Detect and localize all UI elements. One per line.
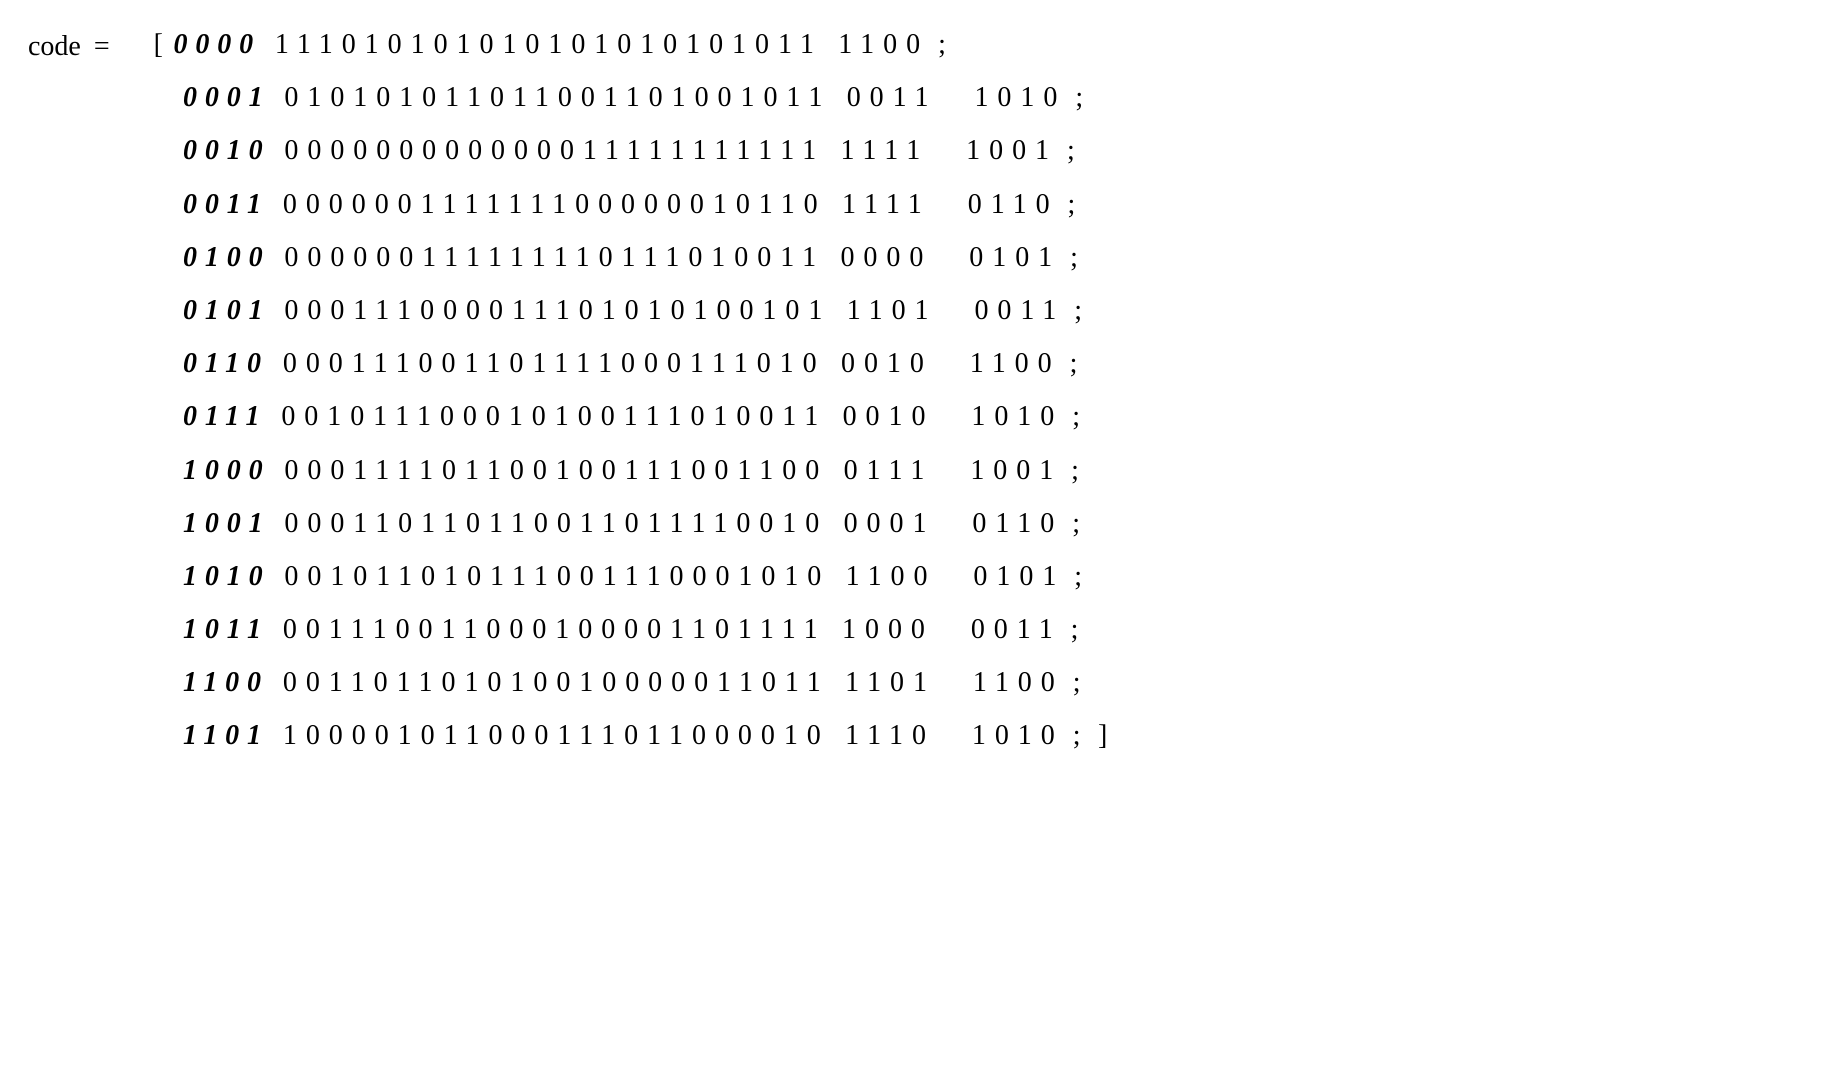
bits-run: 000111000011101010100101 bbox=[284, 295, 831, 326]
code-row: 1100001101101010010000011011 1101 1100 ; bbox=[154, 656, 1108, 709]
row-terminator: ; bbox=[1064, 667, 1081, 698]
row-prefix: 0011 bbox=[183, 189, 283, 220]
row-terminator: ; bbox=[1065, 295, 1082, 326]
row-prefix: 1010 bbox=[183, 561, 284, 592]
code-row: 0111001011100010100111010011 0010 1010 ; bbox=[154, 390, 1108, 443]
code-row: 0011000000111111100000010110 1111 0110 ; bbox=[154, 178, 1108, 231]
bits-run: 1000 0011 bbox=[842, 614, 1062, 645]
code-row: 0001010101011011001101001011 0011 1010 ; bbox=[154, 71, 1108, 124]
bits-run: 1111 1001 bbox=[840, 135, 1058, 166]
code-row: 0010000000000000011111111111 1111 1001 ; bbox=[154, 124, 1108, 177]
code-row: 11011000010110001110110000101110 1010 ; … bbox=[154, 709, 1108, 762]
row-terminator: ; bbox=[1062, 614, 1079, 645]
row-terminator: ; bbox=[1063, 508, 1080, 539]
row-terminator: ; bbox=[1061, 242, 1078, 273]
bits-run: 0001 0110 bbox=[844, 508, 1064, 539]
code-row: [0000111010101010101010101011 1100 ; bbox=[154, 18, 1108, 71]
bits-run: 1111 0110 bbox=[842, 189, 1058, 220]
bits-run: 0111 1001 bbox=[844, 455, 1063, 486]
row-prefix: 0000 bbox=[174, 29, 275, 60]
bits-run: 0011 1010 bbox=[847, 82, 1067, 113]
row-terminator: ; bbox=[1059, 189, 1076, 220]
lhs-variable: code bbox=[28, 31, 81, 62]
bits-run: 1100 bbox=[838, 29, 929, 60]
bits-run: 010101011011001101001011 bbox=[284, 82, 831, 113]
bits-run: 000000111111100000010110 bbox=[283, 189, 827, 220]
row-prefix: 0101 bbox=[183, 295, 284, 326]
row-terminator: ; bbox=[1065, 561, 1082, 592]
row-prefix: 0100 bbox=[183, 242, 284, 273]
bits-run: 000000111111110111010011 bbox=[284, 242, 825, 273]
row-prefix: 0110 bbox=[183, 348, 283, 379]
close-bracket: ] bbox=[1081, 720, 1108, 751]
equation-lhs: code = bbox=[28, 18, 154, 73]
row-terminator: ; bbox=[1066, 82, 1083, 113]
row-prefix: 1001 bbox=[183, 508, 284, 539]
bits-run: 1100 0101 bbox=[846, 561, 1066, 592]
row-prefix: 1100 bbox=[183, 667, 283, 698]
bits-run: 0000 0101 bbox=[840, 242, 1061, 273]
row-prefix: 0111 bbox=[183, 401, 281, 432]
code-row: 1011001110011000100001101111 1000 0011 ; bbox=[154, 603, 1108, 656]
code-row: 1000000111101100100111001100 0111 1001 ; bbox=[154, 444, 1108, 497]
code-matrix: [00001110101010101010101010111100 ;00010… bbox=[154, 18, 1108, 763]
equation-container: code = [0000111010101010101010101011 1100… bbox=[0, 0, 1825, 781]
row-terminator: ; bbox=[1063, 401, 1080, 432]
row-prefix: 0010 bbox=[183, 135, 284, 166]
open-bracket: [ bbox=[154, 29, 174, 60]
code-row: 1010001011010111001110001010 1100 0101 ; bbox=[154, 550, 1108, 603]
bits-run: 1101 1100 bbox=[845, 667, 1064, 698]
row-terminator: ; bbox=[1064, 720, 1081, 751]
bits-run: 001011010111001110001010 bbox=[284, 561, 830, 592]
equals-sign: = bbox=[88, 31, 116, 62]
row-prefix: 1011 bbox=[183, 614, 283, 645]
bits-run: 000111101100100111001100 bbox=[284, 455, 828, 486]
bits-run: 0010 1010 bbox=[843, 401, 1064, 432]
code-row: 0101000111000011101010100101 1101 0011 ; bbox=[154, 284, 1108, 337]
row-prefix: 1000 bbox=[183, 455, 284, 486]
bits-run: 1101 0011 bbox=[847, 295, 1066, 326]
bits-run: 100001011000111011000010 bbox=[283, 720, 830, 751]
bits-run: 111010101010101010101011 bbox=[275, 29, 823, 60]
bits-run: 000000000000011111111111 bbox=[284, 135, 825, 166]
bits-run: 000110110110011011110010 bbox=[284, 508, 828, 539]
row-prefix: 0001 bbox=[183, 82, 284, 113]
row-terminator: ; bbox=[929, 29, 946, 60]
code-row: 1001000110110110011011110010 0001 0110 ; bbox=[154, 497, 1108, 550]
code-row: 0100000000111111110111010011 0000 0101 ; bbox=[154, 231, 1108, 284]
row-terminator: ; bbox=[1062, 455, 1079, 486]
bits-run: 001110011000100001101111 bbox=[283, 614, 827, 645]
bits-run: 000111001101111000111010 bbox=[283, 348, 826, 379]
row-terminator: ; bbox=[1061, 348, 1078, 379]
bits-run: 001011100010100111010011 bbox=[281, 401, 827, 432]
row-prefix: 1101 bbox=[183, 720, 283, 751]
row-terminator: ; bbox=[1058, 135, 1075, 166]
bits-run: 001101101010010000011011 bbox=[283, 667, 830, 698]
bits-run: 1110 1010 bbox=[845, 720, 1064, 751]
code-row: 0110000111001101111000111010 0010 1100 ; bbox=[154, 337, 1108, 390]
bits-run: 0010 1100 bbox=[841, 348, 1061, 379]
